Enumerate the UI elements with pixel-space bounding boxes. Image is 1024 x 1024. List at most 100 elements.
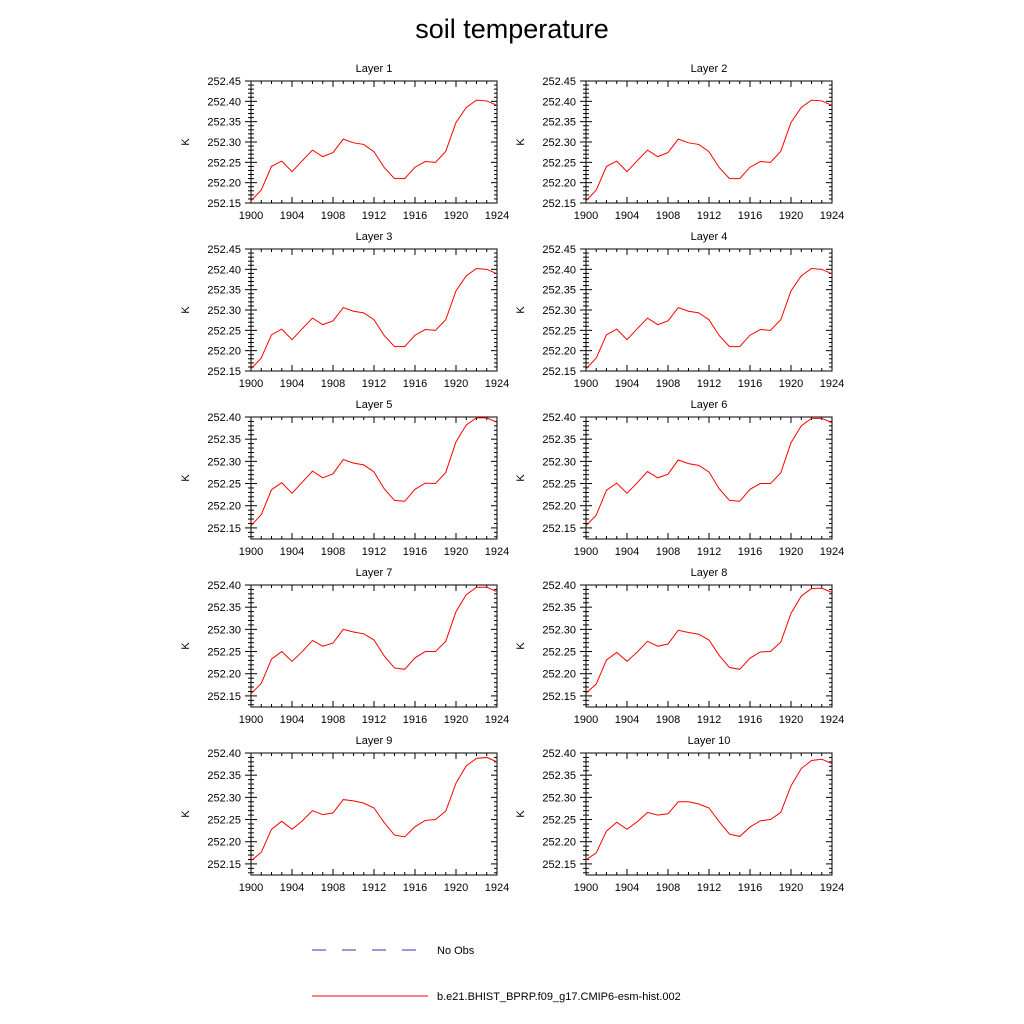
x-tick-label: 1916 (738, 210, 762, 222)
panel-layer-3: Layer 3 K 1900 1904 1908 1912 1916 1920 1924 252.… (180, 231, 509, 390)
y-tick-label: 252.20 (542, 501, 576, 513)
y-tick-label: 252.30 (207, 137, 241, 149)
x-tick-label: 1900 (574, 882, 598, 894)
y-tick-label: 252.30 (542, 456, 576, 468)
y-tick-label: 252.40 (207, 748, 241, 760)
series-line (250, 99, 498, 202)
x-tick-label: 1900 (239, 378, 263, 390)
x-tick-label: 1904 (280, 714, 304, 726)
x-tick-label: 1916 (403, 714, 427, 726)
y-tick-label: 252.15 (207, 859, 241, 871)
plot-frame (585, 584, 833, 708)
plot-frame (585, 752, 833, 876)
x-tick-label: 1916 (403, 378, 427, 390)
y-tick-label: 252.20 (207, 178, 241, 190)
y-tick-label: 252.40 (542, 412, 576, 424)
y-tick-label: 252.40 (207, 580, 241, 592)
y-tick-label: 252.35 (207, 117, 241, 129)
y-tick-label: 252.35 (542, 117, 576, 129)
panel-title: Layer 3 (356, 231, 393, 243)
y-tick-label: 252.15 (542, 523, 576, 535)
x-tick-label: 1900 (574, 546, 598, 558)
y-tick-label: 252.45 (542, 244, 576, 256)
x-tick-label: 1924 (485, 714, 509, 726)
y-tick-label: 252.15 (207, 198, 241, 210)
x-tick-label: 1900 (574, 378, 598, 390)
y-tick-label: 252.35 (542, 285, 576, 297)
y-tick-label: 252.40 (207, 412, 241, 424)
y-tick-label: 252.15 (542, 691, 576, 703)
y-tick-label: 252.35 (207, 434, 241, 446)
x-tick-label: 1904 (280, 546, 304, 558)
x-tick-label: 1900 (239, 882, 263, 894)
x-tick-label: 1920 (444, 546, 468, 558)
y-tick-label: 252.35 (542, 602, 576, 614)
x-tick-label: 1920 (779, 210, 803, 222)
x-tick-label: 1920 (444, 378, 468, 390)
x-tick-label: 1908 (321, 714, 345, 726)
x-tick-label: 1912 (362, 210, 386, 222)
x-tick-label: 1908 (656, 378, 680, 390)
x-tick-label: 1912 (362, 378, 386, 390)
y-tick-label: 252.30 (207, 624, 241, 636)
x-tick-label: 1924 (485, 882, 509, 894)
y-tick-label: 252.35 (542, 770, 576, 782)
plot-frame (250, 80, 498, 204)
x-tick-label: 1900 (574, 714, 598, 726)
panel-title: Layer 7 (356, 567, 393, 579)
panel-layer-1: Layer 1 K 1900 1904 1908 1912 1916 1920 1924 252.… (180, 63, 509, 222)
x-tick-label: 1908 (656, 882, 680, 894)
y-axis-label: K (515, 810, 527, 818)
x-tick-label: 1912 (697, 546, 721, 558)
y-tick-label: 252.40 (207, 264, 241, 276)
panel-title: Layer 2 (691, 63, 728, 75)
panel-layer-10: Layer 10 K 1900 1904 1908 1912 1916 1920 1924 252… (515, 735, 844, 894)
y-tick-label: 252.40 (542, 264, 576, 276)
y-tick-label: 252.25 (207, 815, 241, 827)
x-tick-label: 1900 (239, 714, 263, 726)
y-tick-label: 252.40 (542, 580, 576, 592)
y-tick-label: 252.30 (207, 792, 241, 804)
x-tick-label: 1904 (280, 378, 304, 390)
x-tick-label: 1904 (615, 378, 639, 390)
x-tick-label: 1924 (820, 210, 844, 222)
panel-layer-9: Layer 9 K 1900 1904 1908 1912 1916 1920 1924 252.… (180, 735, 509, 894)
y-tick-label: 252.40 (207, 96, 241, 108)
y-tick-label: 252.35 (542, 434, 576, 446)
y-tick-label: 252.35 (207, 285, 241, 297)
panel-title: Layer 5 (356, 399, 393, 411)
x-tick-label: 1920 (779, 546, 803, 558)
y-axis-label: K (180, 642, 192, 650)
y-tick-label: 252.30 (207, 456, 241, 468)
y-tick-label: 252.30 (542, 792, 576, 804)
x-tick-label: 1912 (697, 210, 721, 222)
panel-layer-6: Layer 6 K 1900 1904 1908 1912 1916 1920 1924 252.… (515, 399, 844, 558)
y-axis-label: K (515, 474, 527, 482)
series-line (250, 586, 498, 695)
y-tick-label: 252.20 (542, 837, 576, 849)
y-tick-label: 252.25 (207, 325, 241, 337)
x-tick-label: 1900 (239, 546, 263, 558)
y-tick-label: 252.15 (207, 366, 241, 378)
y-tick-label: 252.25 (542, 647, 576, 659)
y-tick-label: 252.45 (207, 76, 241, 88)
y-tick-label: 252.35 (207, 770, 241, 782)
x-tick-label: 1916 (403, 210, 427, 222)
y-tick-label: 252.30 (207, 305, 241, 317)
series-line (250, 756, 498, 862)
x-tick-label: 1912 (362, 546, 386, 558)
x-tick-label: 1912 (362, 714, 386, 726)
plot-frame (250, 248, 498, 372)
plot-frame (250, 752, 498, 876)
x-tick-label: 1920 (444, 714, 468, 726)
panel-title: Layer 1 (356, 63, 393, 75)
y-tick-label: 252.25 (207, 479, 241, 491)
plot-frame (250, 584, 498, 708)
y-tick-label: 252.40 (542, 96, 576, 108)
y-tick-label: 252.30 (542, 624, 576, 636)
y-tick-label: 252.20 (542, 346, 576, 358)
y-tick-label: 252.35 (207, 602, 241, 614)
x-tick-label: 1912 (697, 714, 721, 726)
panel-layer-5: Layer 5 K 1900 1904 1908 1912 1916 1920 1924 252.… (180, 399, 509, 558)
y-axis-label: K (515, 138, 527, 146)
